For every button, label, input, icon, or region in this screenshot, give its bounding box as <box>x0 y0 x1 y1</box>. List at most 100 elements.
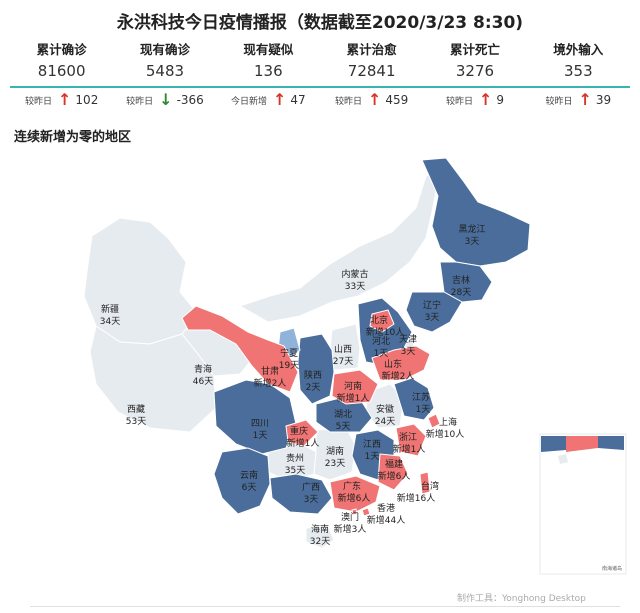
kpi-label: 累计确诊 <box>36 42 87 57</box>
arrow-up-icon: ↑ <box>578 90 592 109</box>
footer-credit: 制作工具：Yonghong Desktop <box>457 594 586 604</box>
region-yunnan[interactable] <box>213 447 271 515</box>
kpi-suspected: 现有疑似 136 <box>217 40 320 86</box>
label-shanghai: 上海新增10人 <box>426 416 464 440</box>
delta-label: 较昨日 <box>445 96 473 107</box>
kpi-value: 353 <box>563 62 593 80</box>
arrow-up-icon: ↑ <box>58 90 72 109</box>
kpi-cured: 累计治愈 72841 <box>320 40 423 86</box>
kpi-row: 累计确诊 81600 现有确诊 5483 现有疑似 136 累计治愈 72841… <box>10 40 630 88</box>
region-taiwan[interactable] <box>419 471 431 495</box>
delta-value: 39 <box>595 93 612 107</box>
label-qinghai: 青海 46天 <box>193 363 213 387</box>
region-shaanxi[interactable] <box>297 333 335 405</box>
inset-label: 南海诸岛 <box>602 565 622 572</box>
region-labels: 新疆 34天 西藏 53天 青海 46天 内蒙古 33天 黑龙江 3天 吉林 28天 辽宁 3… <box>100 223 486 547</box>
label-tibet: 西藏 53天 <box>126 403 146 427</box>
delta-value: 9 <box>496 93 504 107</box>
kpi-value: 5483 <box>145 62 185 80</box>
kpi-delta: 较昨日 ↓ -366 <box>113 90 216 110</box>
label-gansu: 甘肃新增2人 <box>254 365 287 389</box>
kpi-label: 现有疑似 <box>243 42 294 57</box>
delta-label: 较昨日 <box>126 96 154 107</box>
label-guizhou: 贵州 35天 <box>285 452 305 476</box>
kpi-value: 136 <box>254 62 283 80</box>
region-liaoning[interactable] <box>405 291 463 333</box>
kpi-value: 3276 <box>455 62 495 80</box>
inset-red-coast <box>566 436 598 452</box>
label-jiangsu: 江苏 1天 <box>412 391 430 415</box>
label-inner-mongolia: 内蒙古 33天 <box>341 268 368 292</box>
arrow-down-icon: ↓ <box>159 90 173 109</box>
label-jiangxi: 江西 1天 <box>363 439 381 462</box>
kpi-delta: 较昨日 ↑ 102 <box>10 90 113 110</box>
kpi-label: 累计死亡 <box>449 42 500 57</box>
region-shanghai[interactable] <box>427 413 441 429</box>
region-heilongjiang[interactable] <box>421 157 531 267</box>
label-guangxi: 广西 3天 <box>302 481 320 505</box>
arrow-up-icon: ↑ <box>272 90 287 109</box>
region-gansu[interactable] <box>181 305 299 393</box>
label-anhui: 安徽 24天 <box>375 403 395 427</box>
kpi-current-confirmed: 现有确诊 5483 <box>113 40 216 86</box>
delta-label: 今日新增 <box>230 96 267 107</box>
south-china-sea-inset <box>539 433 627 575</box>
label-shaanxi: 陕西 2天 <box>304 369 322 393</box>
label-shandong: 山东新增2人 <box>382 358 415 382</box>
arrow-up-icon: ↑ <box>368 90 382 109</box>
region-guangxi[interactable] <box>269 473 333 515</box>
label-hong-kong: 香港新增44人 <box>367 502 405 526</box>
footer-divider <box>30 606 620 607</box>
kpi-delta: 今日新增 ↑ 47 <box>217 90 320 110</box>
region-beijing[interactable] <box>369 309 395 333</box>
label-hainan: 海南 32天 <box>310 523 330 547</box>
label-chongqing: 重庆新增1人 <box>287 425 320 449</box>
arrow-up-icon: ↑ <box>478 90 493 109</box>
region-zhejiang[interactable] <box>395 423 427 457</box>
label-taiwan: 台湾新增16人 <box>397 480 439 504</box>
kpi-delta: 较昨日 ↑ 459 <box>320 90 423 110</box>
delta-value: 459 <box>385 93 409 107</box>
inset-east <box>598 436 624 450</box>
kpi-value: 81600 <box>37 62 86 80</box>
delta-label: 较昨日 <box>545 96 573 107</box>
label-xinjiang: 新疆 34天 <box>100 303 120 327</box>
kpi-label: 境外输入 <box>553 42 604 57</box>
region-macau[interactable] <box>351 508 358 516</box>
label-sichuan: 四川 1天 <box>251 419 269 441</box>
label-zhejiang: 浙江新增1人 <box>393 431 426 455</box>
label-beijing: 北京新增10人 <box>366 314 404 338</box>
kpi-delta: 较昨日 ↑ 9 <box>423 90 526 110</box>
label-fujian: 福建新增6人 <box>378 458 411 482</box>
inset-hainan <box>558 454 568 464</box>
region-hainan[interactable] <box>305 525 335 549</box>
inset-guangdong <box>541 436 566 452</box>
section-title: 连续新增为零的地区 <box>14 130 132 145</box>
kpi-imported: 境外输入 353 <box>527 40 630 86</box>
label-hunan: 湖南 23天 <box>325 445 345 469</box>
label-yunnan: 云南 6天 <box>240 469 258 493</box>
region-chongqing[interactable] <box>285 419 319 447</box>
china-map: 南海诸岛 新疆 34天 西藏 53天 青海 46天 内蒙古 33天 黑龙江 3天 吉林 28… <box>83 157 627 575</box>
kpi-label: 累计治愈 <box>346 42 397 57</box>
kpi-deaths: 累计死亡 3276 <box>423 40 526 86</box>
region-hong-kong[interactable] <box>361 507 371 517</box>
label-tianjin: 天津 3天 <box>399 334 417 357</box>
region-guangdong[interactable] <box>329 475 381 513</box>
region-shandong[interactable] <box>371 345 431 381</box>
kpi-value: 72841 <box>347 62 396 80</box>
region-sichuan[interactable] <box>213 379 297 455</box>
label-hubei: 湖北 5天 <box>334 409 352 432</box>
label-heilongjiang: 黑龙江 3天 <box>458 223 485 247</box>
delta-label: 较昨日 <box>334 96 362 107</box>
label-macau: 澳门新增3人 <box>334 511 367 535</box>
label-shanxi: 山西 27天 <box>333 344 353 367</box>
region-henan[interactable] <box>331 369 379 405</box>
region-jiangsu[interactable] <box>393 377 435 421</box>
delta-value: -366 <box>176 93 204 107</box>
label-liaoning: 辽宁 3天 <box>423 299 441 323</box>
kpi-label: 现有确诊 <box>139 42 190 57</box>
region-fujian[interactable] <box>377 453 409 491</box>
label-henan: 河南新增1人 <box>337 380 370 404</box>
label-jilin: 吉林 28天 <box>451 274 471 298</box>
